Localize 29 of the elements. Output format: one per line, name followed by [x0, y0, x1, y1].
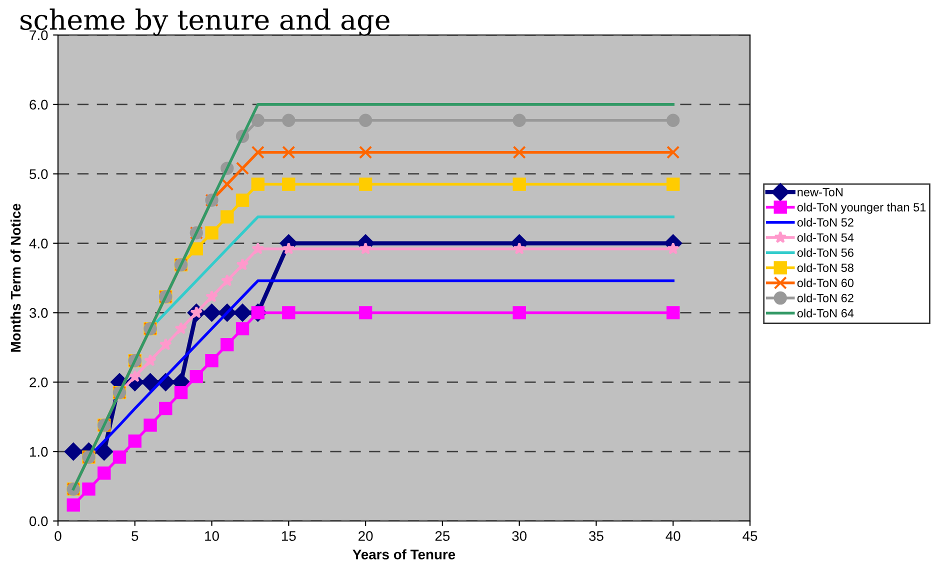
x-tick-label: 15: [282, 531, 296, 541]
y-tick-label: 2.0: [30, 377, 48, 388]
x-tick-label: 25: [435, 531, 450, 541]
y-tick-label: 6.0: [30, 100, 48, 110]
legend-label: old-ToN 58: [797, 263, 854, 272]
x-tick-label: 35: [589, 531, 604, 541]
y-axis-title: Months Term of Notice: [10, 204, 21, 352]
y-tick-label: 0.0: [30, 516, 48, 526]
x-tick-label: 45: [742, 531, 758, 541]
x-tick-label: 5: [132, 531, 138, 541]
x-tick-label: 30: [512, 531, 527, 541]
legend-label: old-ToN 56: [797, 248, 854, 257]
legend-label: old-ToN 54: [797, 233, 854, 242]
y-tick-label: 3.0: [30, 308, 48, 318]
y-tick-label: 7.0: [30, 30, 48, 40]
y-tick-label: 4.0: [29, 238, 48, 248]
y-tick-label: 5.0: [30, 169, 48, 180]
y-tick-label: 1.0: [30, 446, 48, 457]
legend-label: old-ToN 52: [797, 218, 854, 227]
x-tick-label: 40: [666, 531, 680, 541]
legend-label: old-ToN 64: [797, 308, 854, 318]
legend-label: new-ToN: [798, 188, 843, 196]
x-axis-title: Years of Tenure: [352, 549, 456, 560]
x-tick-label: 0: [54, 531, 62, 541]
legend-label: old-ToN 62: [797, 294, 854, 302]
legend-label: old-ToN younger than 51: [797, 202, 926, 214]
legend-label: old-ToN 60: [797, 278, 854, 288]
x-tick-label: 10: [205, 531, 219, 541]
x-tick-label: 20: [358, 531, 373, 541]
